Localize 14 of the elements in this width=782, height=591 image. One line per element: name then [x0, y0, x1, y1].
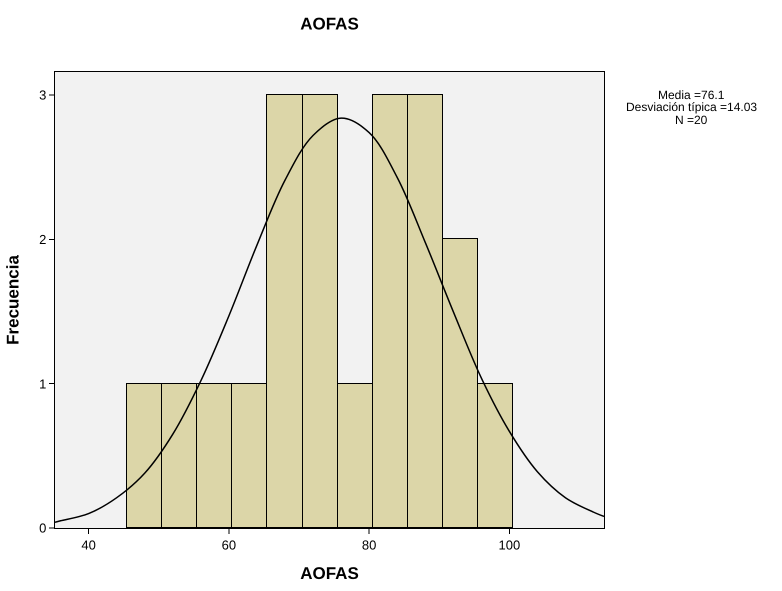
text: Desviación típica =14.03: [626, 100, 758, 114]
y-tick-label: 3: [39, 88, 46, 103]
y-axis-title: Frecuencia: [4, 254, 23, 345]
text: N =20: [675, 113, 708, 127]
x-tick-label: 40: [81, 538, 96, 553]
x-axis-title: AOFAS: [300, 564, 359, 583]
y-tick-label: 0: [39, 520, 46, 536]
chart-title: AOFAS: [300, 14, 359, 34]
y-tick-label: 2: [39, 232, 46, 247]
y-tick-label: 1: [39, 376, 46, 392]
x-tick-label: 100: [498, 538, 520, 553]
text: Media =76.1: [658, 88, 725, 102]
x-tick-label: 60: [222, 538, 236, 553]
x-tick-label: 80: [362, 538, 376, 553]
